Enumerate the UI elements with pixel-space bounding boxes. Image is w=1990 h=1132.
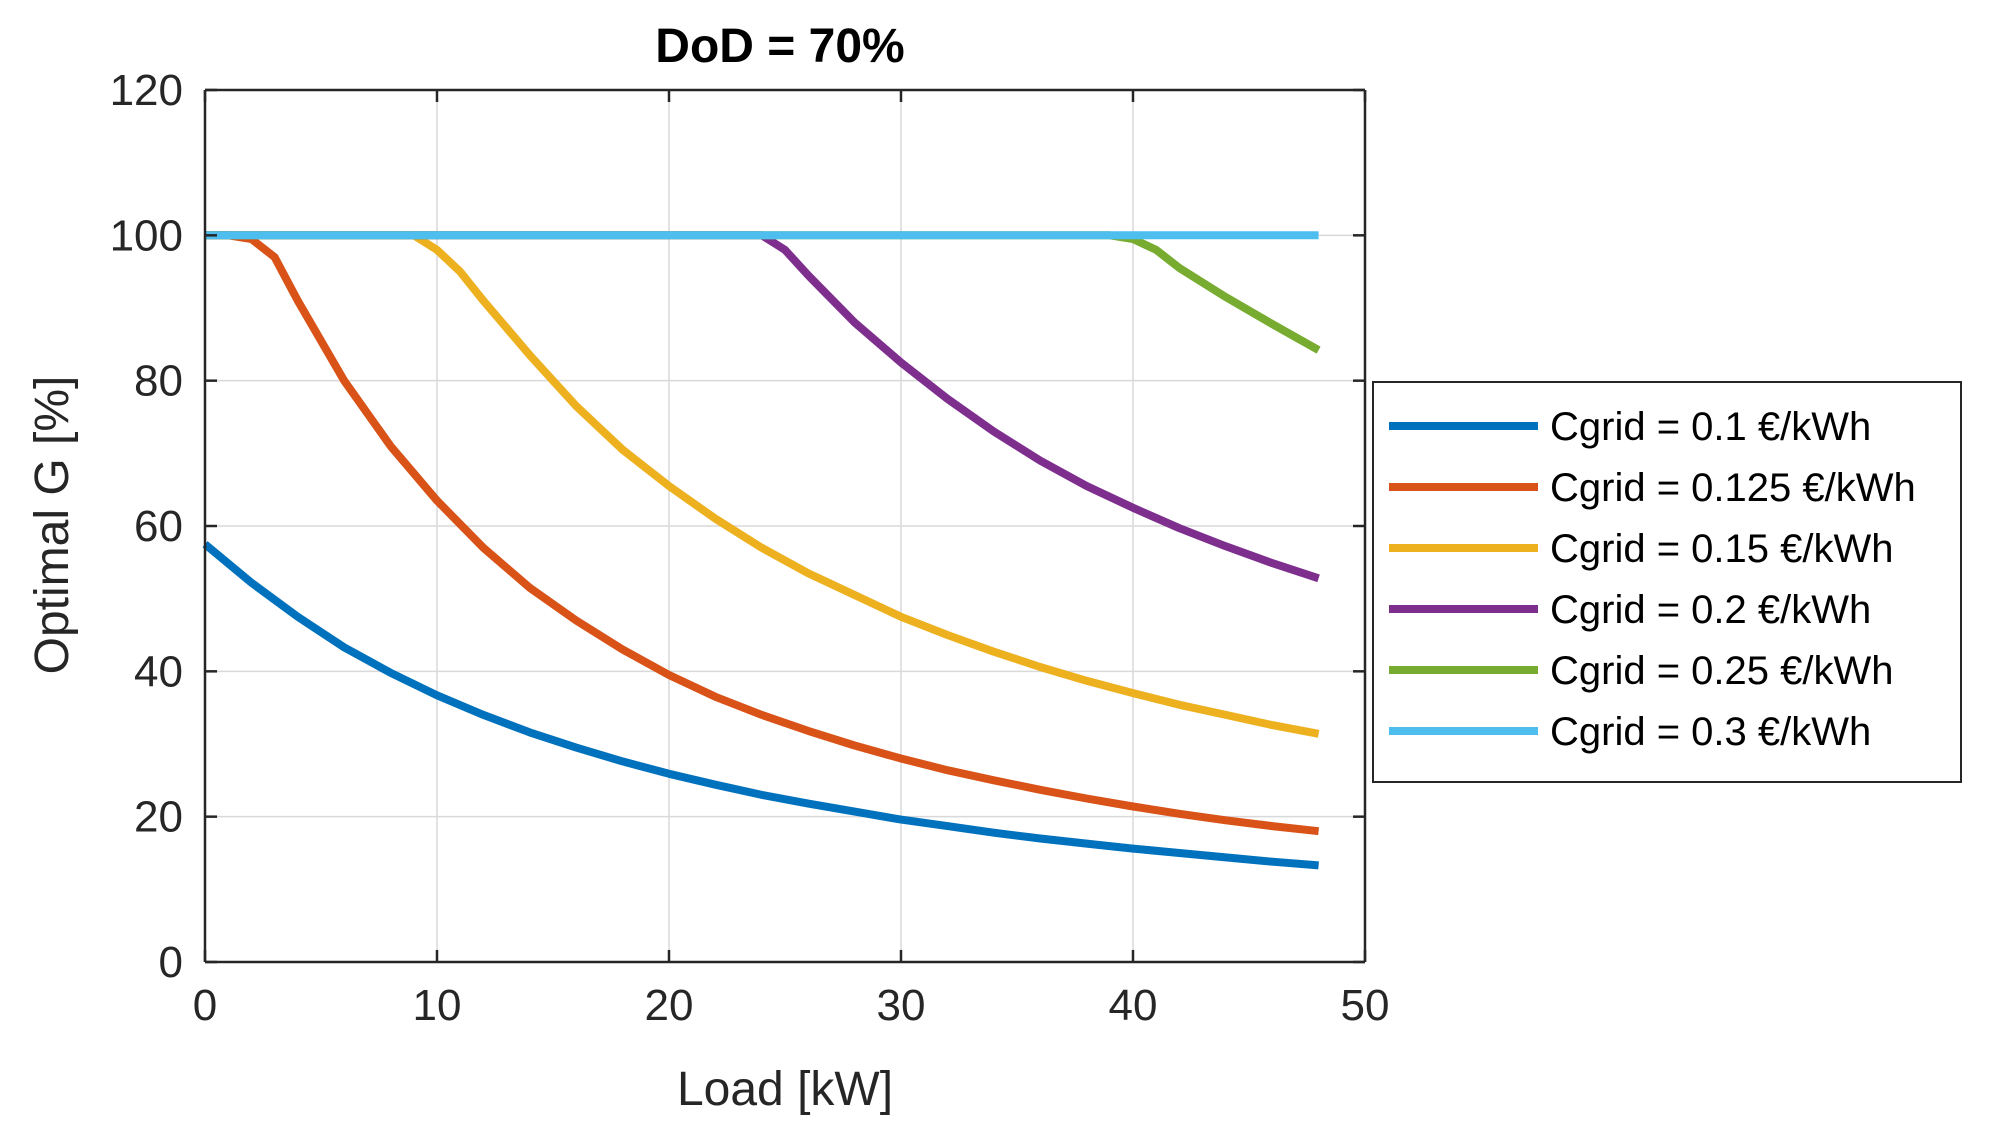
y-tick-label: 0: [159, 938, 183, 987]
legend-label-1: Cgrid = 0.1 €/kWh: [1550, 405, 1871, 449]
x-tick-label: 0: [193, 981, 217, 1030]
x-axis-label: Load [kW]: [677, 1063, 893, 1116]
axes: [203, 88, 1367, 964]
x-tick-label: 30: [877, 981, 926, 1030]
legend-label-5: Cgrid = 0.25 €/kWh: [1550, 649, 1894, 693]
series-line-4: [205, 231, 1320, 583]
tick-labels: 0 10 20 30 40 50 0 20 40 60 80 100 120: [110, 66, 1390, 1030]
y-tick-label: 120: [110, 66, 183, 115]
y-tick-label: 40: [134, 647, 183, 696]
y-tick-label: 100: [110, 211, 183, 260]
y-tick-label: 80: [134, 357, 183, 406]
legend-label-4: Cgrid = 0.2 €/kWh: [1550, 588, 1871, 632]
legend-label-3: Cgrid = 0.15 €/kWh: [1550, 527, 1894, 571]
y-tick-label: 20: [134, 793, 183, 842]
series-line-5: [205, 231, 1321, 354]
legend-label-6: Cgrid = 0.3 €/kWh: [1550, 710, 1871, 754]
x-tick-label: 10: [413, 981, 462, 1030]
series-line-1: [202, 541, 1319, 870]
plot-series: [202, 231, 1321, 870]
x-tick-label: 20: [645, 981, 694, 1030]
y-axis-label: Optimal G [%]: [26, 376, 79, 675]
legend-box: [1372, 381, 1962, 783]
x-tick-label: 50: [1341, 981, 1390, 1030]
series-line-2: [205, 231, 1320, 836]
chart-title: DoD = 70%: [655, 20, 904, 73]
y-tick-label: 60: [134, 502, 183, 551]
x-tick-label: 40: [1109, 981, 1158, 1030]
legend-label-2: Cgrid = 0.125 €/kWh: [1550, 466, 1916, 510]
grid: [205, 90, 1365, 962]
legend: Cgrid = 0.1 €/kWh Cgrid = 0.125 €/kWh Cgri…: [1372, 381, 1962, 783]
